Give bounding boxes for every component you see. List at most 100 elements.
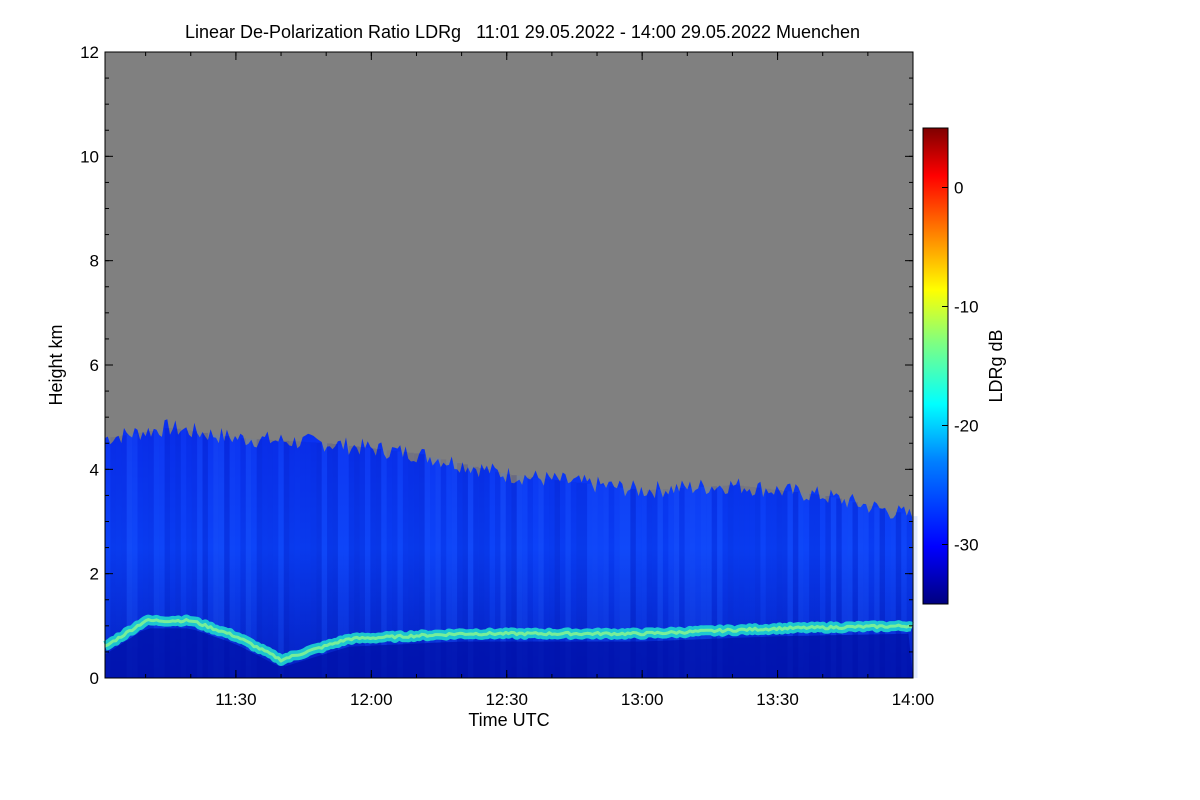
x-tick-label: 14:00 (892, 690, 935, 709)
ldr-streak (137, 432, 143, 678)
ldr-streak (825, 496, 831, 678)
ldr-streak (814, 494, 820, 678)
ldr-streak (532, 477, 539, 678)
ldr-streak (543, 478, 550, 678)
ldr-streak (603, 485, 609, 678)
ldr-streak (597, 485, 604, 678)
ldr-streak (874, 507, 880, 678)
ldr-streak (462, 464, 468, 678)
ldr-streak (847, 501, 853, 678)
ldr-streak (798, 492, 804, 678)
ldr-streak (852, 502, 858, 678)
ldr-streak (679, 488, 685, 678)
ldr-streak (700, 486, 707, 678)
ldr-streak (809, 493, 815, 678)
ldr-streak (408, 452, 414, 678)
ldr-streak (662, 489, 669, 678)
x-axis-label: Time UTC (468, 710, 549, 730)
ldr-streak (105, 438, 111, 678)
ldr-streak (684, 487, 690, 678)
ldr-streak (430, 456, 436, 678)
ldr-streak (419, 454, 425, 678)
x-tick-label: 12:00 (350, 690, 393, 709)
ldr-streak (489, 470, 495, 678)
ldr-streak (879, 508, 885, 678)
ldr-streak (836, 498, 842, 678)
ldr-streak (495, 471, 501, 678)
ldr-streak (511, 475, 517, 678)
y-tick-label: 10 (80, 147, 99, 166)
colorbar-tick-label: -10 (954, 298, 979, 317)
ldr-streak (256, 439, 263, 678)
heatmap-area (102, 52, 918, 678)
ldr-streak (186, 430, 192, 678)
y-tick-label: 8 (90, 252, 99, 271)
ldr-streak (727, 485, 734, 678)
ldr-streak (706, 486, 712, 678)
ldr-streak (321, 443, 328, 678)
ldr-streak (717, 485, 723, 678)
ldr-streak (630, 488, 636, 678)
ldr-streak (310, 442, 317, 678)
ldr-streak (110, 437, 116, 678)
ldr-streak (890, 511, 896, 678)
cloud-region (105, 419, 913, 678)
ldr-streak (207, 433, 214, 678)
ldr-streak (587, 483, 593, 678)
ldr-streak (592, 484, 598, 678)
ldr-streak (711, 486, 718, 678)
ldr-streak (657, 489, 663, 678)
ldr-streak (652, 489, 658, 678)
ldr-streak (538, 478, 544, 678)
ldr-streak (224, 436, 230, 678)
ldr-streak (625, 488, 631, 678)
ldr-streak (121, 435, 127, 678)
ldr-streak (446, 460, 452, 678)
ldr-streak (262, 439, 268, 678)
ldr-streak (300, 441, 306, 678)
colorbar-tick-label: -20 (954, 417, 979, 436)
ldr-streak (402, 452, 409, 678)
x-tick-label: 13:00 (621, 690, 664, 709)
ldr-streak (191, 431, 198, 678)
ldr-streak (755, 487, 761, 678)
ldr-streak (337, 444, 344, 678)
ldr-streak (690, 487, 696, 678)
ldr-streak (863, 504, 869, 678)
ldr-streak (527, 476, 533, 678)
colorbar-label: LDRg dB (986, 329, 1006, 402)
colorbar-tick-label: 0 (954, 179, 963, 198)
ldr-streak (126, 434, 133, 678)
x-tick-label: 12:30 (485, 690, 528, 709)
ldr-streak (213, 434, 219, 678)
ldr-streak (505, 474, 512, 678)
ldr-streak (820, 495, 826, 678)
ldr-streak (570, 482, 577, 678)
ldr-streak (115, 436, 122, 678)
ldr-streak (175, 428, 181, 678)
ldr-streak (153, 430, 160, 678)
ldr-streak (738, 485, 745, 678)
ldr-streak (202, 432, 208, 678)
ldr-streak (251, 438, 257, 678)
ldr-streak (549, 479, 555, 678)
ldr-streak (749, 487, 755, 678)
ldr-streak (554, 480, 560, 678)
ldr-streak (375, 449, 382, 678)
ldr-streak (744, 486, 750, 678)
ldr-streak (478, 468, 485, 678)
ldr-streak (148, 430, 154, 678)
ldr-streak (522, 476, 528, 678)
ldr-streak (381, 449, 387, 678)
ldr-streak (348, 445, 355, 678)
ldr-streak (170, 427, 176, 678)
surface-layer (105, 628, 913, 678)
ldr-streak (397, 451, 403, 678)
ldr-streak (413, 453, 420, 678)
ldr-streak (885, 509, 891, 678)
ldr-streak (305, 442, 311, 678)
ldr-streak (695, 487, 701, 678)
ldr-streak (343, 445, 349, 678)
ldr-streak (142, 431, 149, 678)
